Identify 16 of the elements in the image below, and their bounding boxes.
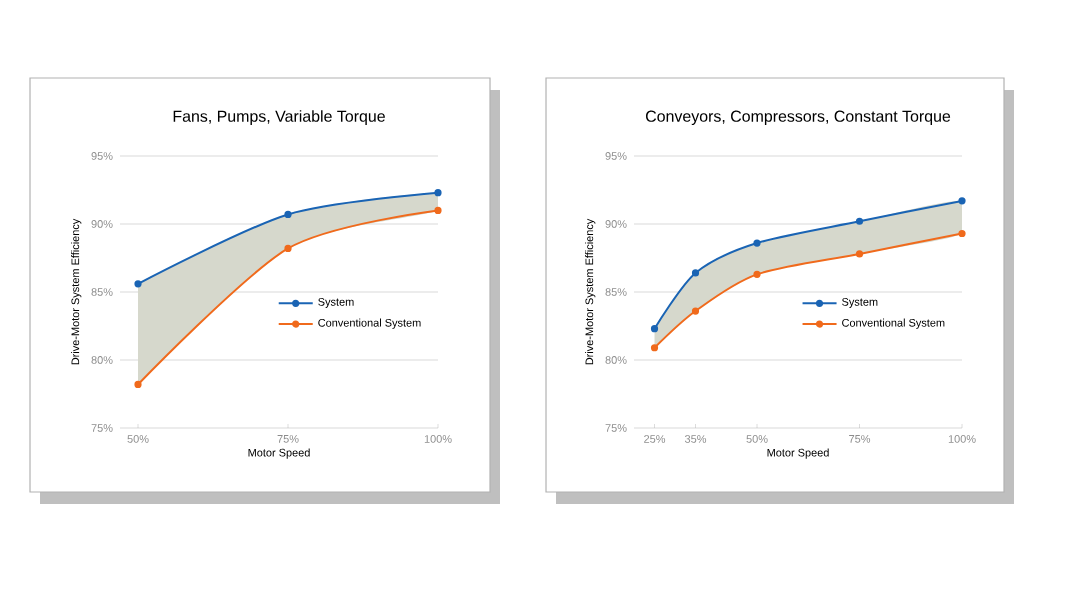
point <box>753 239 761 247</box>
point <box>284 210 292 219</box>
point <box>855 250 864 258</box>
point <box>691 307 700 315</box>
point <box>434 206 442 214</box>
point <box>650 325 659 333</box>
point <box>691 269 700 277</box>
point <box>855 217 864 225</box>
point <box>753 270 761 278</box>
point <box>650 344 659 352</box>
point <box>958 229 966 238</box>
point <box>134 280 142 288</box>
point <box>434 189 442 197</box>
point <box>958 197 966 205</box>
point <box>134 380 142 389</box>
point <box>284 244 292 253</box>
